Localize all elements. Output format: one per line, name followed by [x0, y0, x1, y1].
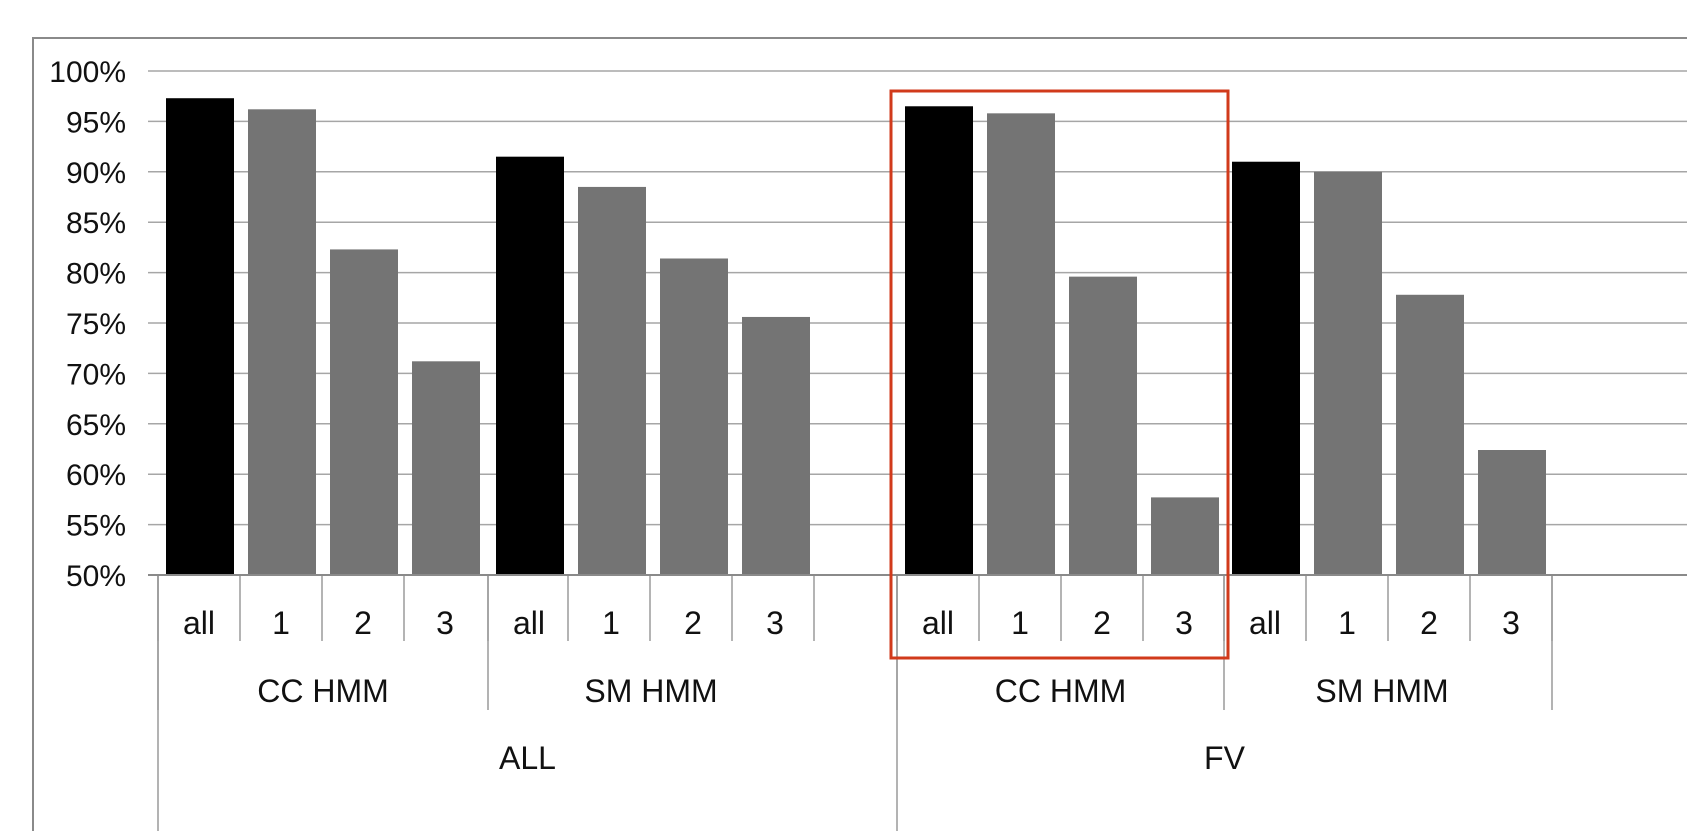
y-tick-label: 65% [66, 409, 126, 442]
bar [166, 98, 234, 575]
category-label: 3 [436, 605, 454, 641]
category-label: all [1249, 605, 1281, 641]
bar [1151, 497, 1219, 575]
y-tick-label: 60% [66, 459, 126, 492]
y-tick-label: 85% [66, 207, 126, 240]
y-tick-label: 50% [66, 560, 126, 593]
bar [578, 186, 646, 576]
category-label: 2 [684, 605, 702, 641]
super-group-label: ALL [499, 740, 556, 776]
y-tick-label: 75% [66, 308, 126, 341]
y-tick-label: 70% [66, 358, 126, 391]
bar [742, 316, 810, 575]
category-label: 1 [1011, 605, 1029, 641]
category-axis [148, 574, 1687, 831]
bar [1478, 450, 1546, 575]
subgroup-label: SM HMM [1315, 673, 1448, 709]
bar [496, 156, 564, 575]
bar [248, 109, 316, 575]
bar [1069, 276, 1137, 575]
bars [166, 98, 1546, 576]
category-label: all [513, 605, 545, 641]
category-label: all [183, 605, 215, 641]
bar [412, 361, 480, 575]
category-label: 2 [354, 605, 372, 641]
y-axis-ticks: 50% 55% 60% 65% 70% 75% 80% 85% 90% 95% 100% [49, 56, 126, 593]
bar [1396, 294, 1464, 575]
category-label: 3 [1175, 605, 1193, 641]
super-group-label: FV [1204, 740, 1246, 776]
category-label: 3 [766, 605, 784, 641]
bar [1314, 171, 1382, 576]
subgroup-label: SM HMM [584, 673, 717, 709]
highlight-box [889, 89, 1230, 660]
category-label: 1 [602, 605, 620, 641]
bar [1232, 161, 1300, 575]
bar [987, 113, 1055, 575]
bar [330, 249, 398, 575]
subgroup-label: CC HMM [995, 673, 1127, 709]
category-label: all [922, 605, 954, 641]
y-tick-label: 90% [66, 157, 126, 190]
bar [905, 106, 973, 575]
y-tick-label: 55% [66, 510, 126, 543]
category-label: 2 [1093, 605, 1111, 641]
subgroup-label: CC HMM [257, 673, 389, 709]
category-label: 1 [1338, 605, 1356, 641]
category-label: 3 [1502, 605, 1520, 641]
category-label: 2 [1420, 605, 1438, 641]
category-label: 1 [272, 605, 290, 641]
y-tick-label: 100% [49, 56, 126, 89]
category-labels: all 1 2 3 CC HMM all 1 2 3 SM HMM ALL all 1 2 3 CC HMM a… [183, 605, 1520, 776]
bar [660, 258, 728, 575]
y-tick-label: 80% [66, 258, 126, 291]
y-tick-label: 95% [66, 106, 126, 139]
